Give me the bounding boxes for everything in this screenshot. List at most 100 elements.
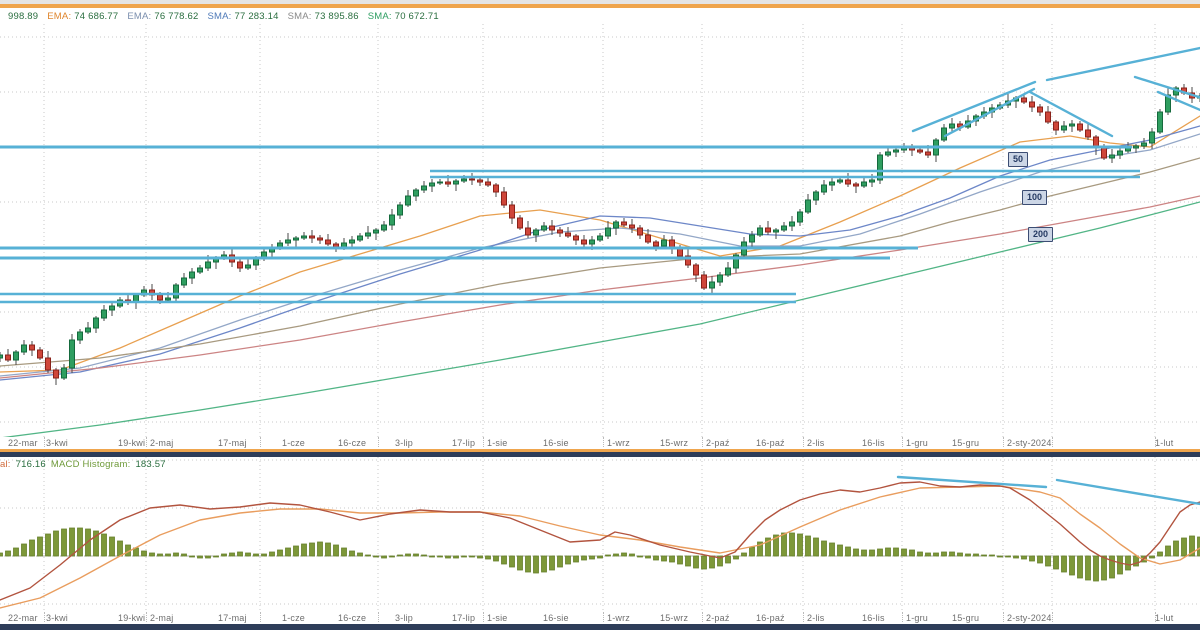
axis-tick-mark xyxy=(260,437,261,447)
candle-up xyxy=(661,239,667,247)
macd-main-line xyxy=(0,481,1200,601)
macd-histogram-bar xyxy=(445,555,451,559)
macd-histogram-bar xyxy=(613,553,619,557)
macd-histogram-bar xyxy=(917,551,923,557)
candle-down xyxy=(565,232,571,237)
candle-down xyxy=(237,261,243,269)
candle-down xyxy=(925,151,931,156)
axis-tick-mark xyxy=(146,612,147,622)
ma-period-label-100: 100 xyxy=(1022,190,1048,205)
macd-histogram-bar xyxy=(685,555,691,567)
macd-histogram-bar xyxy=(325,542,331,557)
candle-down xyxy=(701,274,707,289)
macd-histogram-bar xyxy=(269,551,275,557)
axis-tick-label: 15-wrz xyxy=(660,438,689,448)
candle-up xyxy=(293,237,299,241)
candle-up xyxy=(605,227,611,237)
candle-down xyxy=(469,178,475,181)
macd-histogram-bar xyxy=(1029,555,1035,562)
axis-tick-label: 3-lip xyxy=(395,438,414,448)
macd-histogram-bar xyxy=(765,537,771,557)
macd-histogram-bar xyxy=(357,552,363,557)
candle-up xyxy=(885,151,891,156)
candle-up xyxy=(733,254,739,269)
macd-histogram-bar xyxy=(29,539,35,557)
macd-histogram-bar xyxy=(1085,555,1091,581)
candle-up xyxy=(413,189,419,197)
candle-up xyxy=(109,305,115,311)
axis-tick-label: 16-sie xyxy=(543,438,569,448)
support-resistance-layer xyxy=(0,145,1140,304)
axis-tick-label: 16-lis xyxy=(862,613,885,623)
candle-up xyxy=(349,239,355,244)
bottom-bar xyxy=(0,624,1200,630)
macd-histogram-bar xyxy=(109,536,115,557)
axis-tick-label: 19-kwi xyxy=(118,613,146,623)
candle-up xyxy=(949,123,955,129)
macd-histogram-bar xyxy=(565,555,571,565)
candle-up xyxy=(1109,154,1115,159)
macd-histogram-bar xyxy=(285,547,291,557)
macd-histogram-bar xyxy=(757,541,763,557)
candle-down xyxy=(629,224,635,229)
candle-up xyxy=(173,284,179,299)
axis-tick-mark xyxy=(902,437,903,447)
candle-down xyxy=(1077,123,1083,131)
macd-histogram-bar xyxy=(237,551,243,557)
macd-histogram-bar xyxy=(525,555,531,573)
candle-up xyxy=(1069,123,1075,127)
macd-trendline xyxy=(1055,478,1200,506)
macd-chart[interactable] xyxy=(0,457,1200,612)
macd-histogram-bar xyxy=(0,552,3,557)
macd-histogram-bar xyxy=(21,543,27,557)
macd-histogram-bar xyxy=(381,555,387,559)
macd-histogram-bar xyxy=(1133,555,1139,567)
macd-histogram-bar xyxy=(61,528,67,557)
macd-histogram-bar xyxy=(197,555,203,559)
macd-histogram-bar xyxy=(741,552,747,557)
axis-tick-label: 1-lut xyxy=(1155,613,1174,623)
macd-histogram-bar xyxy=(469,555,475,558)
candle-up xyxy=(1141,142,1147,147)
candle-up xyxy=(861,181,867,187)
macd-histogram-bar xyxy=(829,542,835,557)
trendlines-layer xyxy=(911,46,1200,138)
candle-down xyxy=(765,227,771,233)
macd-histogram-bar xyxy=(341,547,347,557)
macd-histogram-bar xyxy=(821,540,827,557)
macd-histogram-bar xyxy=(5,550,11,557)
candle-up xyxy=(781,225,787,231)
macd-histogram-bar xyxy=(277,549,283,557)
trendline xyxy=(1045,46,1200,82)
series-label: EMA: xyxy=(47,10,72,22)
macd-histogram-bar xyxy=(541,555,547,573)
candlestick-chart[interactable] xyxy=(0,24,1200,437)
macd-histogram-bar xyxy=(1173,540,1179,557)
candle-up xyxy=(1133,145,1139,149)
candle-up xyxy=(757,227,763,236)
axis-tick-mark xyxy=(44,437,45,447)
macd-histogram-bar xyxy=(549,555,555,571)
series-label: EMA: xyxy=(127,10,152,22)
macd-histogram-bar xyxy=(189,555,195,558)
candle-up xyxy=(725,267,731,276)
axis-tick-label: 17-lip xyxy=(452,438,476,448)
macd-panel[interactable]: al: 716.16 MACD Histogram: 183.57 xyxy=(0,457,1200,612)
macd-histogram-bar xyxy=(501,555,507,565)
macd-histogram-bar xyxy=(677,555,683,565)
axis-tick-label: 2-lis xyxy=(807,438,825,448)
axis-tick-mark xyxy=(902,612,903,622)
candle-down xyxy=(1045,111,1051,123)
macd-histogram-bar xyxy=(1069,555,1075,576)
axis-tick-mark xyxy=(44,612,45,622)
candle-down xyxy=(573,235,579,241)
series-label: SMA: xyxy=(367,10,392,22)
axis-tick-label: 17-lip xyxy=(452,613,476,623)
macd-histogram-bar xyxy=(1149,555,1155,559)
main-price-panel[interactable]: 50 100 200 xyxy=(0,24,1200,437)
macd-histogram-bar xyxy=(149,552,155,557)
macd-histogram-bar xyxy=(781,532,787,557)
candle-down xyxy=(157,294,163,301)
candle-down xyxy=(317,237,323,241)
macd-histogram-bar xyxy=(1045,555,1051,567)
